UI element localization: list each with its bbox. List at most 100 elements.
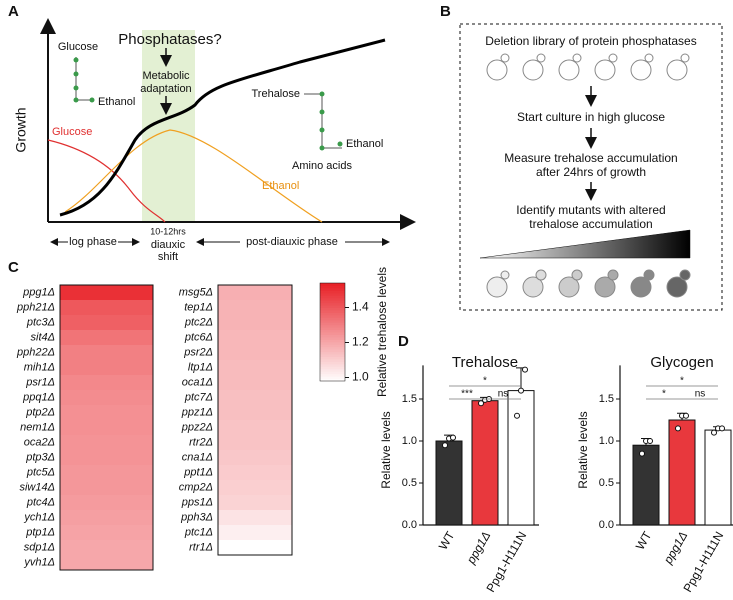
colorbar-step <box>320 314 345 318</box>
row-label: ptc5Δ <box>26 466 55 478</box>
row-label: oca2Δ <box>24 436 55 448</box>
ethanol-curve <box>64 129 323 223</box>
bar <box>435 440 463 526</box>
row-label: cna1Δ <box>182 451 213 463</box>
label: log phase <box>69 236 117 248</box>
colorbar-step <box>320 297 345 301</box>
row-label: ptc3Δ <box>26 316 55 328</box>
heat-cell <box>60 375 153 391</box>
point <box>675 425 681 432</box>
label: Amino acids <box>292 160 352 172</box>
heat-cell <box>218 330 292 346</box>
heat-cell <box>60 450 153 466</box>
row-label: ptc6Δ <box>184 331 213 343</box>
glucose-curve <box>47 139 166 223</box>
row-label: ptp2Δ <box>25 406 55 418</box>
label: Deletion library of protein phosphatases <box>485 34 696 48</box>
heat-cell <box>218 450 292 466</box>
y-tick-label: 1.0 <box>402 435 417 447</box>
point <box>450 434 456 441</box>
pathway <box>75 57 92 101</box>
colorbar-step <box>320 292 345 296</box>
heat-cell <box>60 360 153 376</box>
heat-cell <box>218 360 292 376</box>
row-label: mih1Δ <box>24 361 55 373</box>
y-tick-label: 0.5 <box>599 477 614 489</box>
heat-cell <box>60 480 153 496</box>
bar <box>704 429 732 526</box>
row-label: ltp1Δ <box>188 361 213 373</box>
colorbar-step <box>320 327 345 331</box>
colorbar-tick-label: 1.2 <box>352 335 369 349</box>
row-label: ppt1Δ <box>183 466 213 478</box>
panel-a: A Growth Phosphatases? Metabolic adaptat… <box>8 3 416 263</box>
panel-letter: D <box>398 333 409 350</box>
heat-cell <box>60 285 153 301</box>
label: trehalose accumulation <box>529 217 652 231</box>
colorbar-step <box>320 329 345 333</box>
gradient-triangle <box>479 229 691 259</box>
heat-cell <box>218 345 292 361</box>
colorbar-step <box>320 373 345 377</box>
row-label: ptp3Δ <box>25 451 55 463</box>
colorbar-step <box>320 322 345 326</box>
y-tick-label: 0.0 <box>599 519 614 531</box>
heat-cell <box>218 300 292 316</box>
heat-cell <box>218 465 292 481</box>
label: post-diauxic phase <box>246 236 338 248</box>
heat-cell <box>60 330 153 346</box>
row-label: ptc2Δ <box>184 316 213 328</box>
row-label: sdp1Δ <box>24 541 55 553</box>
chart-title: Trehalose <box>452 354 518 371</box>
point <box>639 450 645 457</box>
colorbar-step <box>320 376 345 380</box>
colorbar-step <box>320 366 345 370</box>
row-label: ppz2Δ <box>181 421 213 433</box>
row-label: ppq1Δ <box>22 391 55 403</box>
heat-cell <box>60 405 153 421</box>
label: shift <box>158 251 178 263</box>
significance-label: * <box>483 376 487 387</box>
colorbar-step <box>320 351 345 355</box>
pathway-dots <box>73 57 95 103</box>
colorbar-step <box>320 356 345 360</box>
bar <box>471 400 499 526</box>
point <box>518 387 524 394</box>
heat-cell <box>60 540 153 556</box>
row-label: ptc4Δ <box>26 496 55 508</box>
point <box>647 438 653 444</box>
heat-cell <box>60 420 153 436</box>
heat-cell <box>218 420 292 436</box>
colorbar-step <box>320 283 345 286</box>
colorbar-step <box>320 305 345 308</box>
colorbar-step <box>320 307 345 311</box>
heat-cell <box>60 495 153 511</box>
colorbar-step <box>320 312 345 316</box>
colorbar-step <box>320 371 345 375</box>
significance-label: ns <box>695 389 706 400</box>
colorbar-step <box>320 368 345 372</box>
row-label: siw14Δ <box>19 481 55 493</box>
colorbar-step <box>320 309 345 313</box>
colorbar-step <box>320 339 345 343</box>
row-label: ptp1Δ <box>25 526 55 538</box>
point <box>683 412 689 419</box>
label: 10-12hrs <box>150 226 186 236</box>
heat-cell <box>60 510 153 526</box>
heat-cell <box>218 540 292 556</box>
heat-cell <box>60 555 153 571</box>
chart-title: Glycogen <box>650 354 713 371</box>
panel-letter: B <box>440 3 451 20</box>
point <box>514 412 520 419</box>
y-label: Growth <box>13 107 29 152</box>
heat-cell <box>60 390 153 406</box>
row-label: rtr2Δ <box>189 436 213 448</box>
heat-cell <box>218 435 292 451</box>
significance-label: * <box>662 389 666 400</box>
row-label: rtr1Δ <box>189 541 213 553</box>
heat-cell <box>218 390 292 406</box>
heat-cell <box>218 495 292 511</box>
pathway-dots <box>319 91 343 151</box>
row-label: sit4Δ <box>31 331 56 343</box>
colorbar-step <box>320 319 345 323</box>
